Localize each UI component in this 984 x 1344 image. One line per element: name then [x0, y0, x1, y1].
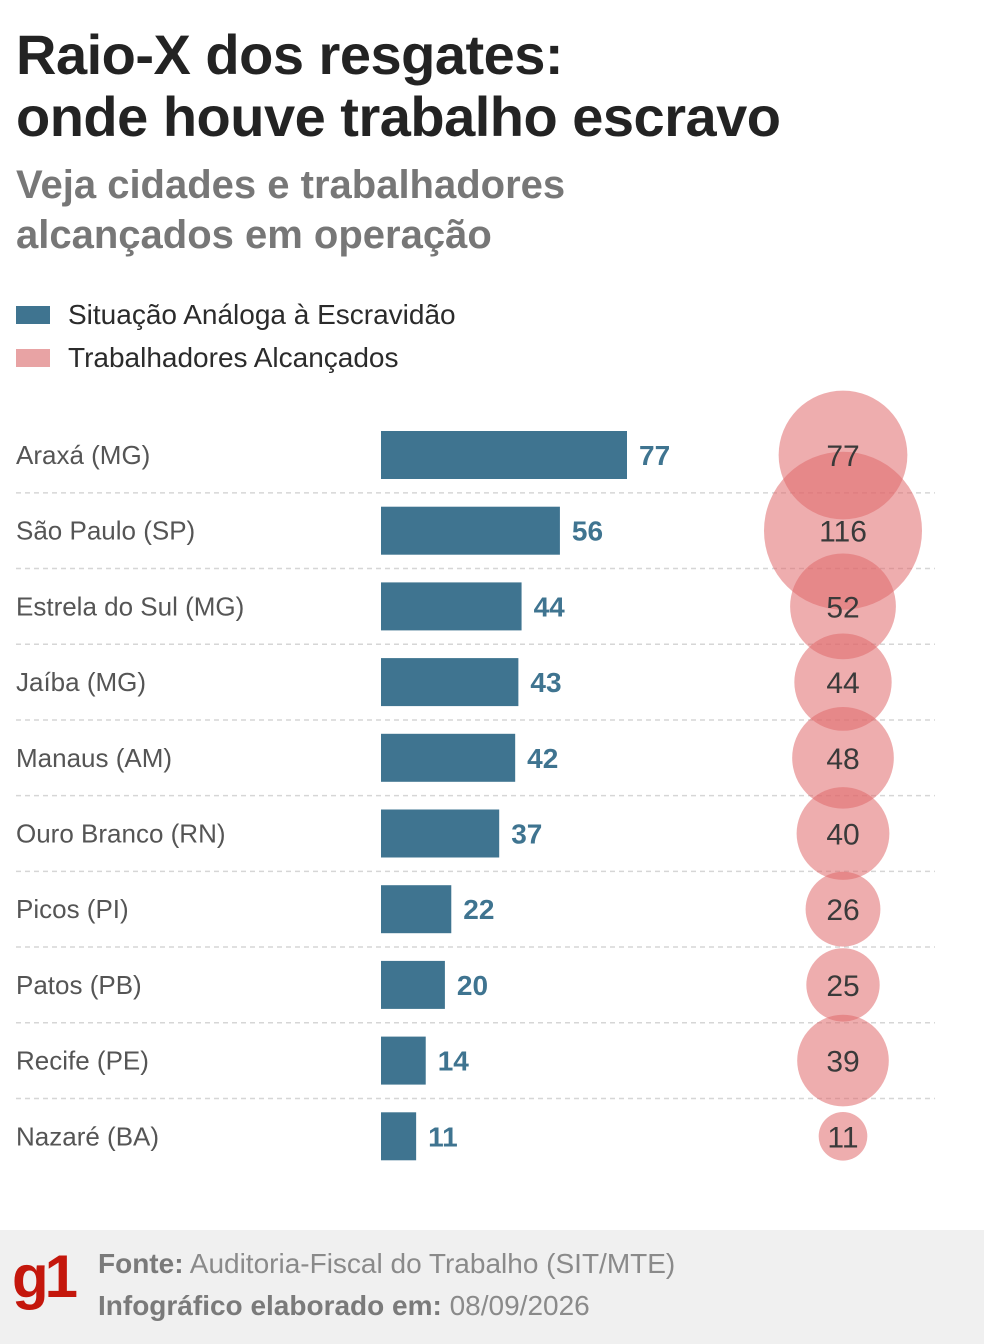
bar [381, 506, 560, 555]
bubble [805, 871, 881, 947]
title-line-2: onde houve trabalho escravo [16, 85, 781, 148]
g1-logo: g1 [12, 1243, 78, 1310]
bubble-value-label: 39 [826, 1046, 859, 1079]
legend-label-rescued: Situação Análoga à Escravidão [68, 298, 456, 330]
date-label: Infográfico elaborado em: [98, 1290, 442, 1321]
legend-swatch-reached [16, 348, 50, 367]
bubble-value-label: 40 [826, 819, 859, 852]
legend-item-reached: Trabalhadores Alcançados [16, 336, 456, 379]
bubble [790, 553, 896, 660]
bar [381, 582, 522, 631]
subtitle-line-2: alcançados em operação [16, 213, 492, 257]
bubble-value-label: 48 [826, 743, 859, 776]
bubble [764, 451, 922, 610]
bubble [792, 706, 894, 809]
bar-value-label: 42 [527, 743, 558, 774]
category-label: São Paulo (SP) [16, 516, 195, 546]
grid-lines [16, 492, 935, 1100]
bubble [806, 948, 880, 1022]
bar-value-label: 43 [530, 667, 561, 698]
category-label: Estrela do Sul (MG) [16, 591, 244, 621]
category-label: Patos (PB) [16, 970, 142, 1000]
bar-value-label: 37 [511, 819, 542, 850]
bubble [796, 787, 890, 880]
bubble-value-label: 116 [819, 516, 867, 549]
bar-value-label: 77 [639, 440, 670, 471]
bar [381, 1112, 417, 1161]
bubble [797, 1014, 889, 1107]
bubble [818, 1111, 868, 1161]
bar [381, 431, 627, 479]
bar-value-label: 56 [572, 516, 603, 547]
chart-area: Araxá (MG) 77 77 São Paulo (SP) 56 116 Estrela… [16, 390, 935, 1161]
bubble-value-label: 52 [826, 591, 859, 624]
category-label: Ouro Branco (RN) [16, 819, 226, 849]
bar-value-label: 14 [438, 1046, 470, 1077]
bar-value-label: 44 [534, 591, 566, 622]
bar-value-label: 22 [463, 894, 494, 925]
bar-value-label: 11 [428, 1121, 458, 1152]
subtitle-line-1: Veja cidades e trabalhadores [16, 163, 566, 207]
category-label: Picos (PI) [16, 894, 129, 924]
legend-label-reached: Trabalhadores Alcançados [68, 341, 399, 373]
bubbles [764, 390, 922, 1161]
bar-value-label: 20 [457, 970, 488, 1001]
bar [381, 960, 445, 1009]
category-label: Jaíba (MG) [16, 667, 146, 697]
category-label: Nazaré (BA) [16, 1121, 159, 1151]
legend: Situação Análoga à Escravidão Trabalhado… [16, 293, 456, 379]
title-line-1: Raio-X dos resgates: [16, 23, 564, 86]
bubble-value-label: 77 [826, 440, 859, 473]
bar [381, 658, 519, 707]
bar [381, 885, 452, 934]
bubble [794, 633, 892, 731]
source-line: Fonte: Auditoria-Fiscal do Trabalho (SIT… [98, 1248, 675, 1280]
bubble-value-label: 11 [827, 1121, 858, 1154]
date-text: 08/09/2026 [449, 1290, 590, 1321]
chart-title: Raio-X dos resgates: onde houve trabalho… [16, 23, 781, 148]
category-label: Recife (PE) [16, 1046, 149, 1076]
chart-subtitle: Veja cidades e trabalhadores alcançados … [16, 160, 565, 260]
labels: Araxá (MG) 77 77 São Paulo (SP) 56 116 Estrela… [16, 440, 867, 1154]
bar [381, 809, 500, 858]
bubble-value-label: 25 [826, 970, 859, 1003]
legend-item-rescued: Situação Análoga à Escravidão [16, 293, 456, 336]
source-text: Auditoria-Fiscal do Trabalho (SIT/MTE) [189, 1248, 676, 1279]
date-line: Infográfico elaborado em: 08/09/2026 [98, 1290, 590, 1322]
bar [381, 1036, 426, 1085]
category-label: Araxá (MG) [16, 440, 150, 470]
bubble-value-label: 26 [826, 894, 859, 927]
bar [381, 733, 516, 782]
footer: g1 Fonte: Auditoria-Fiscal do Trabalho (… [0, 1230, 984, 1344]
source-label: Fonte: [98, 1248, 184, 1279]
bubble-value-label: 44 [826, 667, 859, 700]
category-label: Manaus (AM) [16, 743, 172, 773]
bars [381, 431, 627, 1161]
legend-swatch-rescued [16, 305, 50, 324]
